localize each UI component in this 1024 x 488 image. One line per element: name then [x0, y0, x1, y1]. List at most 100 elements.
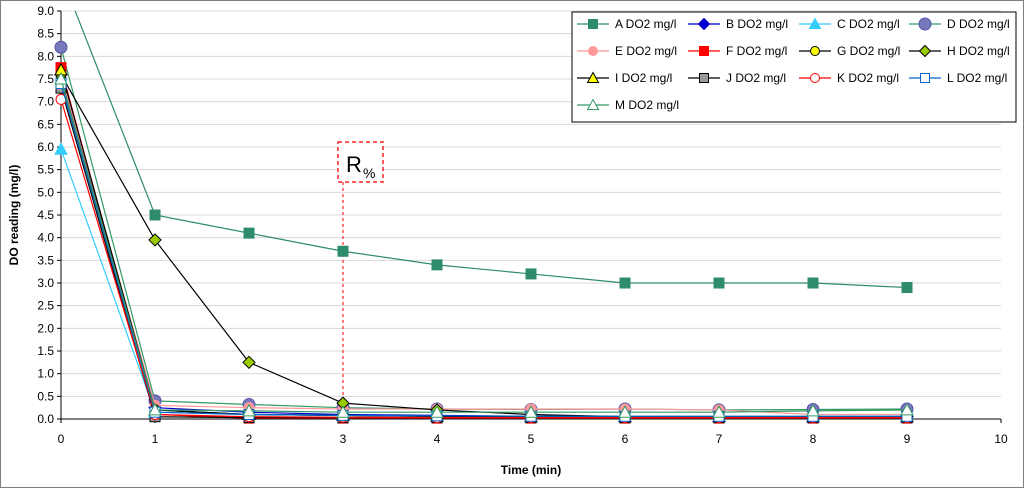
- legend-entry: E DO2 mg/l: [577, 44, 677, 58]
- legend-marker: [699, 46, 709, 56]
- data-point: [148, 233, 162, 247]
- r-percent-annotation: R%: [337, 141, 384, 404]
- legend-entry: C DO2 mg/l: [799, 17, 900, 31]
- legend-marker: [918, 17, 932, 31]
- legend-marker: [920, 73, 930, 83]
- y-tick-label: 5.0: [37, 185, 54, 199]
- legend-marker: [588, 46, 598, 56]
- legend-entry: H DO2 mg/l: [909, 44, 1010, 58]
- legend-label: B DO2 mg/l: [726, 17, 788, 31]
- data-point: [337, 245, 349, 257]
- data-point: [54, 142, 68, 155]
- data-point: [430, 405, 444, 418]
- legend-marker: [699, 73, 709, 83]
- x-tick-label: 6: [622, 432, 629, 446]
- y-tick-label: 1.0: [37, 367, 54, 381]
- series-g: [55, 73, 913, 423]
- y-tick-label: 1.5: [37, 344, 54, 358]
- y-tick-label: 8.5: [37, 27, 54, 41]
- data-point: [336, 405, 350, 418]
- y-tick-label: 6.5: [37, 117, 54, 131]
- y-tick-label: 7.5: [37, 72, 54, 86]
- legend-label: K DO2 mg/l: [837, 71, 899, 85]
- legend-label: A DO2 mg/l: [615, 17, 676, 31]
- x-tick-label: 4: [434, 432, 441, 446]
- y-tick-label: 0.5: [37, 389, 54, 403]
- data-point: [806, 403, 820, 417]
- legend-label: F DO2 mg/l: [726, 44, 787, 58]
- data-point: [712, 405, 726, 418]
- series-line: [61, 78, 908, 413]
- legend-marker: [918, 44, 932, 58]
- y-tick-label: 3.0: [37, 276, 54, 290]
- y-tick-label: 9.0: [37, 4, 54, 18]
- legend-label: D DO2 mg/l: [947, 17, 1010, 31]
- legend-marker: [586, 71, 600, 83]
- series-j: [55, 82, 913, 424]
- x-tick-label: 9: [904, 432, 911, 446]
- data-point: [525, 268, 537, 280]
- legend-label: M DO2 mg/l: [615, 98, 679, 112]
- annotation-subscript: %: [363, 165, 375, 181]
- legend-entry: D DO2 mg/l: [909, 17, 1010, 31]
- y-tick-label: 0.0: [37, 412, 54, 426]
- series-line: [61, 74, 907, 418]
- y-tick-label: 4.0: [37, 231, 54, 245]
- legend-marker: [586, 98, 600, 110]
- legend-marker: [697, 17, 711, 31]
- legend-label: H DO2 mg/l: [947, 44, 1010, 58]
- x-tick-label: 1: [152, 432, 159, 446]
- data-point: [148, 402, 162, 416]
- data-point: [242, 403, 256, 417]
- y-tick-label: 5.5: [37, 163, 54, 177]
- legend-label: E DO2 mg/l: [615, 44, 677, 58]
- x-tick-label: 8: [810, 432, 817, 446]
- legend-entry: L DO2 mg/l: [909, 71, 1007, 85]
- data-point: [54, 71, 68, 85]
- legend-entry: B DO2 mg/l: [688, 17, 788, 31]
- x-tick-label: 3: [340, 432, 347, 446]
- data-point: [524, 405, 538, 418]
- y-tick-label: 8.0: [37, 49, 54, 63]
- legend-entry: K DO2 mg/l: [799, 71, 899, 85]
- legend-box: [571, 11, 1017, 123]
- y-tick-label: 6.0: [37, 140, 54, 154]
- data-point: [54, 40, 68, 54]
- legend-entry: I DO2 mg/l: [577, 71, 672, 85]
- series-line: [61, 78, 907, 418]
- legend-entry: G DO2 mg/l: [799, 44, 900, 58]
- y-tick-label: 3.5: [37, 253, 54, 267]
- legend-entry: M DO2 mg/l: [577, 98, 679, 112]
- legend-marker: [588, 19, 598, 29]
- data-point: [619, 277, 631, 289]
- x-tick-label: 10: [994, 432, 1008, 446]
- series-line: [74, 11, 908, 289]
- y-tick-labels: 0.0 0.5 1.0 1.5 2.0 2.5 3.0 3.5 4.0 4.5 5.0 5.5 6.0 6…: [37, 4, 54, 426]
- annotation-label: R: [346, 152, 362, 177]
- legend-entry: A DO2 mg/l: [577, 17, 676, 31]
- legend-marker: [810, 46, 820, 56]
- data-point: [242, 355, 256, 370]
- data-point: [149, 209, 161, 221]
- series-l: [55, 78, 913, 422]
- legend-label: G DO2 mg/l: [837, 44, 900, 58]
- series-line: [61, 83, 907, 417]
- series-m: [54, 71, 914, 418]
- legend-label: C DO2 mg/l: [837, 17, 900, 31]
- y-axis-title: DO reading (mg/l): [7, 165, 21, 266]
- x-tick-label: 5: [528, 432, 535, 446]
- series-a: [74, 11, 913, 294]
- series-line: [61, 74, 907, 416]
- legend-label: I DO2 mg/l: [615, 71, 672, 85]
- data-point: [618, 405, 632, 418]
- x-axis-title: Time (min): [501, 463, 561, 477]
- legend: A DO2 mg/l B DO2 mg/l C DO2 mg/l D DO2 mg/l…: [571, 11, 1017, 123]
- data-point: [900, 402, 914, 416]
- data-point: [713, 277, 725, 289]
- legend-marker: [808, 17, 822, 29]
- series-line: [61, 74, 907, 418]
- x-tick-label: 7: [716, 432, 723, 446]
- x-tick-label: 0: [58, 432, 65, 446]
- y-tick-label: 7.0: [37, 95, 54, 109]
